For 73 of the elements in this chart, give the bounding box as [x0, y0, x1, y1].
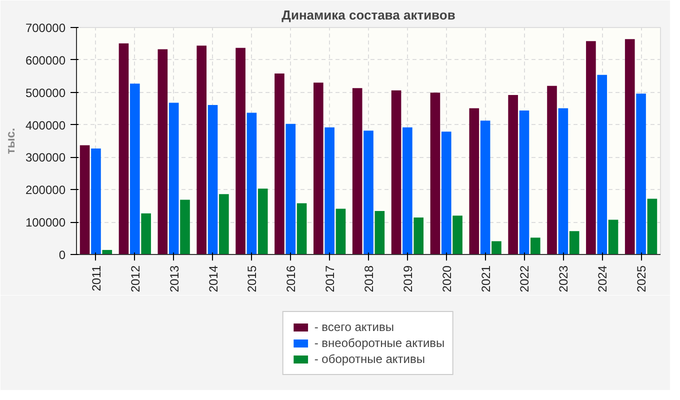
y-tick-label: 0 — [58, 248, 66, 262]
bar — [91, 148, 101, 254]
y-tick-label: 200000 — [25, 183, 66, 198]
bar — [196, 46, 207, 254]
bar — [636, 94, 646, 254]
bar — [608, 220, 618, 254]
bar — [168, 102, 179, 254]
bar — [519, 110, 530, 254]
bar — [180, 200, 190, 254]
x-tick-label: 2013 — [167, 265, 182, 292]
chart-title: Динамика состава активов — [282, 8, 456, 22]
bar — [208, 105, 218, 254]
y-tick-label: 100000 — [25, 216, 66, 230]
bar — [313, 82, 324, 254]
x-tick-label: 2024 — [596, 265, 610, 292]
bar — [141, 213, 151, 254]
bar — [492, 241, 502, 254]
x-tick-label: 2015 — [245, 265, 260, 292]
x-tick-label: 2023 — [556, 265, 571, 292]
bar — [452, 216, 462, 254]
bar — [391, 90, 402, 254]
x-tick-label: 2022 — [518, 265, 532, 292]
legend-label: - внеоборотные активы — [314, 336, 445, 350]
bar — [597, 74, 608, 254]
bar — [647, 198, 658, 254]
bar — [414, 218, 424, 254]
bar — [236, 48, 246, 254]
bar — [102, 250, 112, 254]
bar — [469, 108, 480, 254]
bar — [219, 194, 229, 254]
bar — [158, 49, 168, 254]
bar — [296, 203, 307, 254]
y-axis-title: тыс. — [3, 128, 18, 154]
y-tick-label: 400000 — [25, 118, 66, 132]
x-tick-label: 2012 — [128, 265, 142, 292]
bar — [569, 231, 580, 254]
bar — [547, 86, 557, 254]
x-tick-label: 2025 — [634, 265, 649, 292]
bar — [258, 188, 268, 254]
bar — [441, 132, 452, 254]
bar — [118, 43, 129, 254]
bar — [364, 130, 374, 254]
bar — [336, 208, 346, 254]
x-tick-label: 2019 — [400, 265, 415, 292]
bar — [80, 145, 90, 254]
x-tick-label: 2014 — [206, 265, 220, 292]
x-tick-label: 2016 — [284, 265, 298, 292]
bar — [130, 84, 140, 254]
x-tick-label: 2017 — [323, 265, 338, 292]
bar — [530, 238, 540, 254]
y-tick-label: 700000 — [25, 21, 66, 35]
bar — [430, 92, 440, 254]
bar — [586, 41, 596, 254]
bar — [624, 39, 635, 254]
bar — [480, 120, 490, 254]
y-tick-label: 500000 — [25, 86, 66, 100]
bar — [246, 112, 257, 254]
x-tick-label: 2018 — [362, 265, 376, 292]
legend-label: - всего активы — [314, 320, 394, 334]
bar — [352, 88, 362, 254]
legend-label: - оборотные активы — [314, 352, 425, 366]
bar — [402, 127, 412, 254]
x-tick-label: 2021 — [478, 265, 493, 292]
bar — [274, 74, 284, 254]
bar — [374, 211, 385, 254]
y-tick-label: 300000 — [25, 150, 66, 165]
y-tick-label: 600000 — [25, 53, 66, 68]
bar — [324, 127, 334, 254]
x-tick-label: 2011 — [89, 265, 104, 292]
x-tick-label: 2020 — [440, 265, 454, 292]
bar — [286, 124, 296, 254]
bar — [558, 108, 568, 254]
bar — [508, 94, 518, 254]
